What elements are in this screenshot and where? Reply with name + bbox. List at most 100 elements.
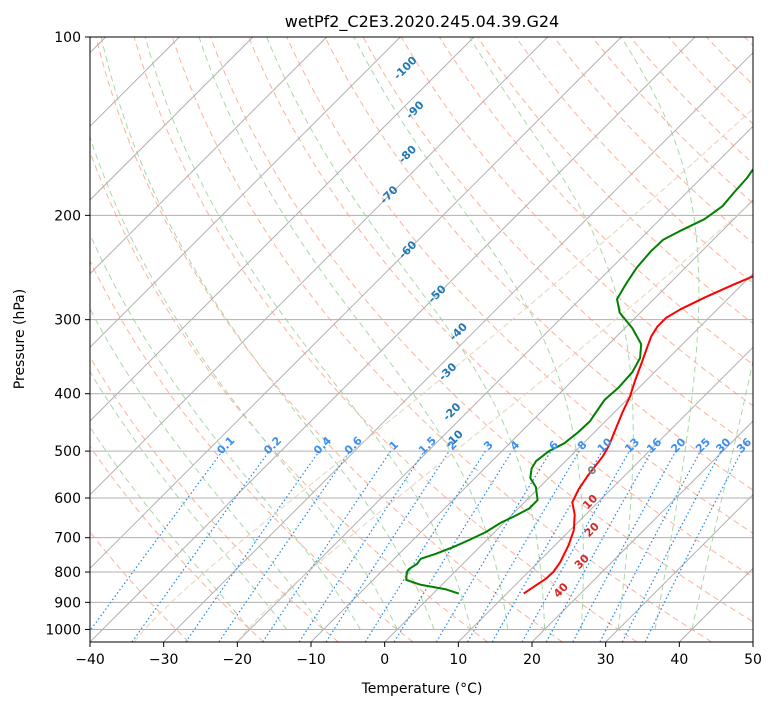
mixing-ratio-line <box>572 450 677 642</box>
moist-adiabat-line <box>100 37 435 630</box>
dry-adiabat-label: -100 <box>391 53 420 82</box>
isotherm-line <box>90 37 328 275</box>
isotherm-line <box>90 37 549 496</box>
y-tick-label: 700 <box>54 531 81 547</box>
y-tick-label: 400 <box>54 387 81 403</box>
x-tick-label: 0 <box>380 652 389 668</box>
mixing-ratio-label: 25 <box>693 436 713 456</box>
isotherm-line <box>457 346 753 642</box>
moist-adiabat-line <box>353 37 584 630</box>
x-tick-label: 20 <box>523 652 541 668</box>
dewpoint-line <box>405 167 753 595</box>
isotherm-line <box>752 641 753 642</box>
dry-adiabat-line <box>90 150 488 642</box>
dry-adiabat-label: -40 <box>447 320 470 343</box>
moist-adiabat-line <box>620 37 700 630</box>
x-tick-label: 30 <box>597 652 615 668</box>
dry-adiabat-line <box>133 37 638 642</box>
dry-adiabat-line <box>248 37 753 578</box>
plot-frame <box>89 36 754 643</box>
mixing-ratio-label: 0.1 <box>214 434 237 457</box>
moist-adiabat-line <box>469 37 634 630</box>
dry-adiabat-line <box>515 37 753 284</box>
mixing-ratio-line <box>599 450 702 642</box>
moist-adiabat-label: 20 <box>582 520 602 540</box>
x-tick-label: 10 <box>449 652 467 668</box>
y-tick-label: 900 <box>54 595 81 611</box>
dry-adiabat-label: -90 <box>403 98 426 121</box>
dry-adiabat-line <box>90 531 190 642</box>
isotherm-line <box>384 272 753 642</box>
mixing-ratio-label: 20 <box>668 435 688 455</box>
isotherm-line <box>90 37 475 422</box>
isotherm-line <box>90 37 696 642</box>
mixing-ratio-line <box>298 450 425 642</box>
y-axis: 100 200 300 400 500 600 700 800 900 1000 <box>45 30 90 638</box>
y-tick-label: 500 <box>54 444 81 460</box>
mixing-ratio-line <box>90 450 223 632</box>
x-tick-label: 40 <box>670 652 688 668</box>
mixing-ratio-line <box>185 450 320 642</box>
mixing-ratio-line <box>262 450 392 642</box>
x-tick-label: −40 <box>75 652 105 668</box>
x-tick-label: 50 <box>744 652 762 668</box>
dry-adiabat-label: -20 <box>440 400 463 423</box>
mixing-ratio-label: 30 <box>713 435 733 455</box>
isotherm-line <box>678 567 753 642</box>
mixing-ratio-line <box>364 450 486 642</box>
dry-adiabat-line <box>95 37 563 642</box>
mixing-ratio-line <box>393 450 513 642</box>
isotherm-line <box>90 37 622 570</box>
background-curve <box>236 200 753 642</box>
chart-title: wetPf2_C2E3.2020.245.04.39.G24 <box>285 12 559 32</box>
mixing-ratio-label: 36 <box>734 435 754 455</box>
x-axis: −40 −30 −20 −10 0 10 20 30 40 50 <box>75 642 762 668</box>
y-axis-label: Pressure (hPa) <box>12 289 28 389</box>
mixing-ratio-label: 0.2 <box>261 434 284 457</box>
mixing-ratio-line <box>521 450 631 642</box>
mixing-ratio-label: 0.6 <box>342 434 365 457</box>
dry-adiabat-line <box>210 37 753 623</box>
dry-adiabat-line <box>90 356 339 642</box>
y-tick-label: 100 <box>54 30 81 46</box>
dry-adiabat-line <box>706 37 753 86</box>
y-tick-label: 200 <box>54 208 81 224</box>
dry-adiabat-line <box>553 37 753 244</box>
x-axis-label: Temperature (°C) <box>361 681 483 697</box>
isotherm-line <box>605 493 753 642</box>
isotherm-line <box>163 51 753 642</box>
moist-adiabat-line <box>144 37 472 630</box>
dry-adiabat-line <box>668 37 753 125</box>
dry-adiabat-line <box>324 37 753 491</box>
y-tick-label: 600 <box>54 491 81 507</box>
temperature-line <box>523 275 753 595</box>
isotherm-line <box>310 199 753 642</box>
y-tick-label: 300 <box>54 313 81 329</box>
series-layer <box>405 167 753 595</box>
dry-adiabat-label: -80 <box>396 142 419 165</box>
isotherm-line <box>531 420 753 642</box>
x-tick-label: −10 <box>296 652 326 668</box>
isotherm-line <box>90 37 401 349</box>
moist-adiabat-label: 30 <box>572 552 592 572</box>
isotherm-line <box>90 37 254 201</box>
moist-adiabat-line <box>691 358 753 630</box>
x-tick-label: −30 <box>149 652 179 668</box>
mixing-ratio-label: 0.4 <box>311 434 334 457</box>
moist-adiabat-line <box>90 308 325 630</box>
dry-adiabat-label: -70 <box>377 183 400 206</box>
moist-adiabat-line <box>90 232 361 630</box>
dry-adiabat-line <box>90 259 414 642</box>
moist-adiabat-label: 40 <box>551 580 571 600</box>
moist-adiabat-line <box>266 37 546 630</box>
mixing-ratio-line <box>218 450 351 642</box>
dry-adiabat-line <box>90 445 264 642</box>
mixing-ratio-label: 4 <box>508 438 523 453</box>
background-curve <box>133 108 753 642</box>
y-tick-label: 1000 <box>45 622 81 638</box>
isotherm-line <box>236 125 753 642</box>
y-tick-label: 800 <box>54 565 81 581</box>
moist-adiabat-line <box>198 37 509 630</box>
mixing-ratio-line <box>644 450 743 642</box>
